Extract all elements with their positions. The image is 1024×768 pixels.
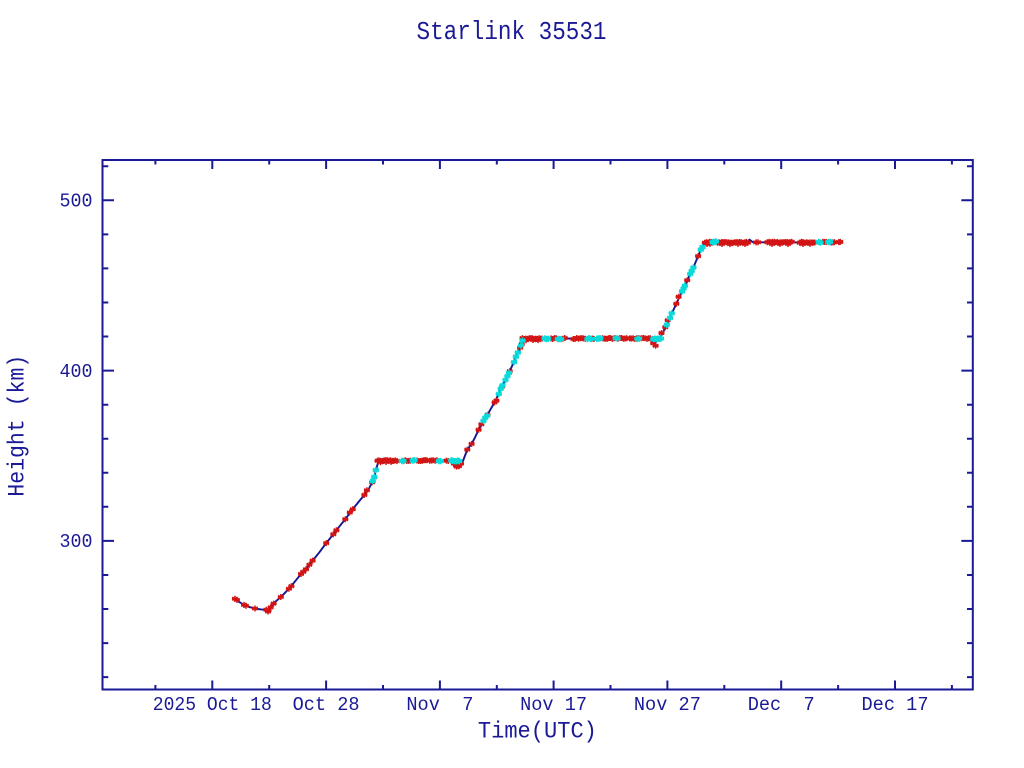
svg-text:Time(UTC): Time(UTC) (478, 719, 597, 746)
svg-text:Oct 28: Oct 28 (293, 694, 360, 716)
svg-text:Height (km): Height (km) (5, 355, 32, 497)
svg-text:Dec 7: Dec 7 (748, 694, 815, 716)
svg-text:300: 300 (60, 531, 93, 553)
svg-text:Starlink 35531: Starlink 35531 (417, 18, 607, 47)
svg-text:Nov 27: Nov 27 (634, 694, 701, 716)
svg-text:400: 400 (60, 361, 93, 383)
svg-text:Nov 17: Nov 17 (520, 694, 587, 716)
svg-text:2025 Oct 18: 2025 Oct 18 (153, 694, 272, 716)
svg-text:Dec 17: Dec 17 (862, 694, 929, 716)
svg-text:500: 500 (60, 191, 93, 213)
svg-text:Nov 7: Nov 7 (406, 694, 473, 716)
